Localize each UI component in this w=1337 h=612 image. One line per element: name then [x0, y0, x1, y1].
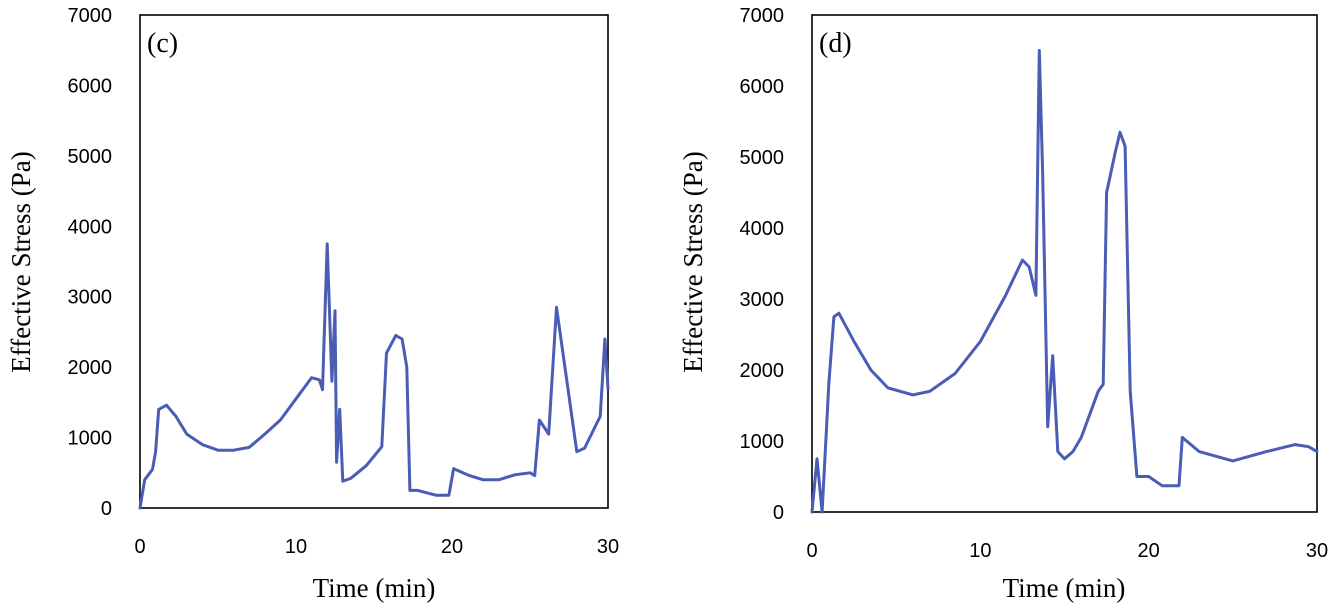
y-tick-label: 0 — [773, 502, 784, 524]
y-tick-label: 4000 — [740, 218, 785, 240]
y-tick-label: 6000 — [740, 76, 785, 98]
y-axis-title: Effective Stress (Pa) — [678, 151, 708, 372]
y-tick-labels: 0 1000 2000 3000 4000 5000 6000 7000 — [68, 5, 113, 520]
y-tick-label: 7000 — [740, 5, 785, 27]
chart-panel-d: 0 1000 2000 3000 4000 5000 6000 7000 0 10 20 30 (d… — [678, 5, 1328, 603]
y-tick-label: 5000 — [740, 147, 785, 169]
y-tick-label: 6000 — [68, 75, 113, 97]
y-tick-label: 1000 — [68, 428, 113, 450]
chart-panel-c: 0 1000 2000 3000 4000 5000 6000 7000 0 10 20 30 (c… — [6, 5, 619, 603]
effective-stress-line — [138, 242, 610, 510]
x-tick-label: 30 — [597, 536, 619, 558]
y-tick-label: 3000 — [68, 287, 113, 309]
y-tick-label: 5000 — [68, 146, 113, 168]
x-tick-label: 0 — [134, 536, 145, 558]
x-tick-label: 10 — [969, 540, 991, 562]
panel-label: (c) — [147, 28, 178, 59]
effective-stress-line — [810, 49, 1319, 514]
plot-area-frame — [139, 14, 609, 509]
x-axis-title: Time (min) — [313, 573, 436, 603]
y-tick-label: 3000 — [740, 289, 785, 311]
y-tick-label: 0 — [101, 498, 112, 520]
x-tick-label: 20 — [441, 536, 463, 558]
x-tick-label: 0 — [806, 540, 817, 562]
panel-label: (d) — [819, 28, 852, 59]
y-tick-label: 2000 — [68, 357, 113, 379]
y-axis-title: Effective Stress (Pa) — [6, 151, 36, 372]
x-tick-labels: 0 10 20 30 — [806, 540, 1328, 562]
x-tick-label: 10 — [285, 536, 307, 558]
x-tick-label: 20 — [1138, 540, 1160, 562]
x-tick-label: 30 — [1306, 540, 1328, 562]
y-tick-label: 1000 — [740, 431, 785, 453]
y-tick-labels: 0 1000 2000 3000 4000 5000 6000 7000 — [740, 5, 785, 524]
plot-area-frame — [811, 14, 1318, 513]
x-tick-labels: 0 10 20 30 — [134, 536, 619, 558]
y-tick-label: 2000 — [740, 360, 785, 382]
y-tick-label: 7000 — [68, 5, 113, 27]
x-axis-title: Time (min) — [1003, 573, 1126, 603]
y-tick-label: 4000 — [68, 216, 113, 238]
